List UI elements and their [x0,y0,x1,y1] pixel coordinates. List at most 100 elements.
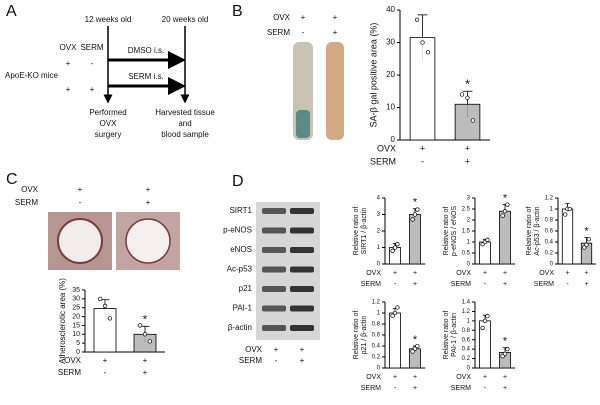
blot-band [262,325,286,331]
event-label: and [178,119,191,128]
data-point [567,206,572,212]
sign: + [503,270,507,277]
y-tick-label: 3 [467,196,471,202]
significance: * [413,334,418,346]
data-point [502,351,508,357]
blot-band [290,208,314,214]
y-tick-label: 3 [377,212,381,218]
data-point [392,245,398,250]
section-lumen [125,218,171,264]
y-tick-label: 0.6 [372,333,381,339]
row-label: OVX [456,270,471,277]
sign: - [394,281,397,288]
row-label: SERM [15,198,38,207]
y-tick-label: 30 [386,38,395,47]
y-tick-label: 0 [377,262,381,268]
y-tick-label: 0 [377,366,381,372]
bar [93,308,117,353]
y-axis-label: Relative ratio of [353,311,360,360]
y-tick-label: 0 [467,366,471,372]
sign: + [393,374,397,381]
sign: + [393,270,397,277]
sign: + [565,270,569,277]
blot-band [290,286,314,292]
y-axis-label: Atherosclerotic area (%) [58,278,67,364]
y-tick-label: 5 [76,340,80,347]
row-label: OVX [273,13,291,22]
panel-letter: D [232,173,244,190]
sign: + [465,156,470,166]
significance: * [143,312,148,326]
significance: * [503,336,508,348]
blot-label: p-eNOS [223,226,252,235]
y-tick-label: 0.4 [545,240,554,246]
data-point [410,349,415,354]
row-label: SERM [534,281,554,288]
sign: + [413,374,417,381]
data-point [390,313,395,318]
sign: + [146,198,151,207]
bar [409,214,421,265]
row-label: SERM [361,385,381,392]
sign: - [91,59,94,68]
y-tick-label: 10 [386,103,395,112]
sign: - [566,281,569,288]
aorta-stain [296,110,310,138]
sign: + [66,59,71,68]
blot-band [262,286,286,292]
y-tick-label: 0 [76,349,80,356]
row-label: SERM [239,356,262,365]
data-point [395,305,400,310]
y-tick-label: 1.4 [462,300,471,306]
bar [389,312,401,369]
y-tick-label: 1.2 [545,196,554,202]
blot-band [262,305,286,312]
row-label: OVX [245,345,263,354]
data-point [420,40,425,45]
y-tick-label: 0.6 [462,337,471,343]
data-point [459,92,465,97]
data-point [142,332,148,337]
y-tick-label: 1.2 [462,309,471,315]
aorta-image [326,42,344,140]
sign: + [143,356,148,365]
sign: + [103,356,108,365]
y-axis-label: PAI-1 / β-actin [451,313,458,357]
y-tick-label: 10 [72,331,80,338]
y-tick-label: 1 [377,245,381,251]
sign: - [421,156,424,166]
data-point [470,118,476,123]
y-tick-label: 0.8 [372,322,381,328]
y-tick-label: 2 [377,229,381,235]
y-axis-label: SA-β gal positive area (%) [368,23,378,128]
blot-label: β-actin [228,323,252,332]
row-label: SERM [361,281,381,288]
treatment-label: SERM i.s. [128,72,164,81]
sign: + [483,270,487,277]
panel-letter: C [6,171,18,188]
sign: + [143,368,148,377]
y-axis-label: Relative ratio of [443,311,450,360]
sign: - [104,368,107,377]
event-label: Performed [89,108,126,117]
sign: + [413,270,417,277]
row-label: SERM [58,368,81,377]
data-point [465,95,470,100]
significance: * [503,193,508,205]
y-tick-label: 40 [386,5,395,14]
sign: + [465,143,470,153]
bar [454,103,481,141]
y-tick-label: 1.5 [462,229,471,235]
data-point [414,17,420,22]
sign: - [79,198,82,207]
blot-band [290,227,314,234]
column-label: OVX [60,43,78,52]
y-tick-label: 20 [72,313,80,320]
row-label: OVX [366,374,381,381]
y-axis-label: Relative ratio of [443,207,450,256]
event-label: OVX [100,119,118,128]
blot-band [262,208,286,214]
sign: + [503,374,507,381]
row-label: OVX [377,143,396,153]
group-label: ApoE-KO mice [5,71,58,80]
